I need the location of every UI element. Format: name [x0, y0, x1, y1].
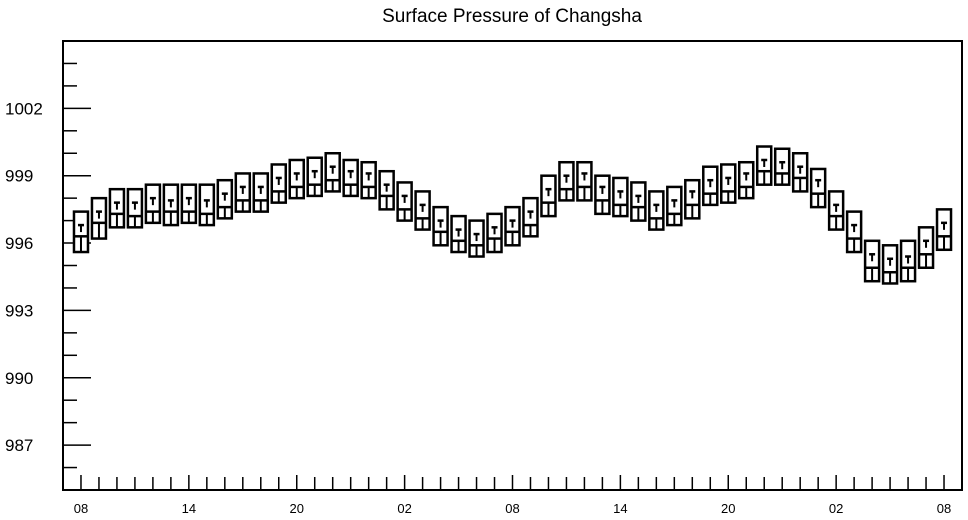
x-tick-label: 20: [721, 501, 735, 516]
box-mark: [791, 152, 809, 193]
box-mark: [396, 181, 413, 222]
box-mark: [881, 244, 899, 285]
box-mark: [306, 156, 323, 198]
box-mark: [935, 208, 953, 252]
box-mark: [72, 210, 90, 254]
box-mark: [216, 178, 234, 220]
box-mark: [684, 178, 701, 220]
box-mark: [504, 205, 521, 247]
box-mark: [648, 190, 665, 231]
box-mark: [414, 190, 431, 231]
y-tick-label: 993: [5, 301, 33, 320]
x-tick-label: 14: [613, 501, 627, 516]
box-mark: [270, 163, 288, 204]
box-mark: [737, 160, 755, 200]
box-mark: [288, 158, 305, 200]
x-tick-label: 02: [829, 501, 843, 516]
box-mark: [917, 226, 935, 269]
y-tick-label: 996: [5, 234, 33, 253]
x-tick-label: 02: [397, 501, 411, 516]
box-mark: [702, 165, 719, 207]
box-mark: [899, 239, 917, 283]
box-body: [684, 178, 701, 220]
box-mark: [198, 183, 216, 227]
x-tick-label: 08: [505, 501, 519, 516]
box-mark: [378, 169, 395, 211]
x-axis: 08 14 20 02 08 14 20 02 08: [74, 475, 951, 516]
y-tick-label: 999: [5, 167, 33, 186]
box-mark: [576, 160, 593, 202]
box-mark: [234, 172, 252, 213]
box-mark: [863, 239, 881, 283]
box-mark: [144, 183, 162, 225]
box-mark: [630, 181, 647, 222]
box-mark: [324, 152, 341, 193]
box-mark: [486, 212, 503, 254]
box-mark: [432, 205, 449, 247]
box-mark: [468, 219, 485, 258]
box-mark: [666, 185, 683, 227]
y-tick-label: 987: [5, 436, 33, 455]
x-tick-label: 08: [937, 501, 951, 516]
box-series: [72, 145, 953, 285]
x-tick-label: 20: [290, 501, 304, 516]
box-mark: [450, 214, 467, 254]
box-mark: [90, 196, 108, 240]
box-mark: [126, 187, 144, 229]
box-mark: [180, 183, 198, 225]
box-mark: [342, 158, 359, 198]
box-mark: [720, 163, 737, 204]
box-mark: [612, 176, 629, 218]
box-mark: [773, 147, 791, 186]
chart-title: Surface Pressure of Changsha: [382, 6, 642, 27]
x-tick-label: 14: [182, 501, 196, 516]
box-mark: [755, 145, 773, 186]
box-mark: [360, 160, 377, 200]
box-mark: [594, 174, 611, 216]
box-mark: [809, 167, 827, 209]
y-tick-label: 1002: [5, 99, 43, 118]
plot-area-frame: [62, 40, 963, 491]
box-mark: [845, 210, 863, 254]
y-tick-label: 990: [5, 369, 33, 388]
box-mark: [108, 187, 126, 229]
box-mark: [827, 190, 845, 231]
box-mark: [522, 196, 539, 238]
x-tick-label: 08: [74, 501, 88, 516]
box-mark: [540, 174, 557, 218]
box-mark: [558, 160, 575, 202]
y-axis: 987 990 993 996 999 1002: [5, 40, 91, 491]
box-mark: [162, 183, 180, 227]
box-mark: [252, 172, 270, 213]
